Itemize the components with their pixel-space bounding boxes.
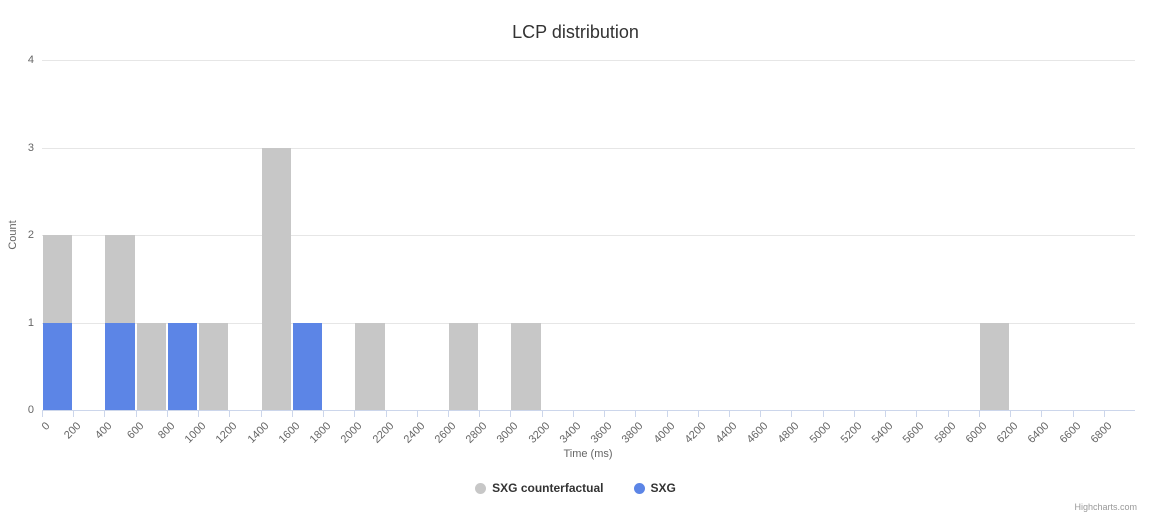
x-tick-mark	[479, 411, 481, 417]
x-tick-mark	[135, 411, 137, 417]
x-tick-mark	[323, 411, 325, 417]
x-tick-mark	[198, 411, 200, 417]
bar-sxg-counterfactual[interactable]	[355, 322, 385, 410]
x-tick-mark	[791, 411, 793, 417]
y-tick-label: 0	[27, 404, 34, 416]
highcharts-credits-link[interactable]: Highcharts.com	[1074, 502, 1137, 512]
x-tick-mark	[1103, 411, 1105, 417]
x-tick-mark	[666, 411, 668, 417]
x-tick-mark	[1010, 411, 1012, 417]
x-tick-mark	[604, 411, 606, 417]
x-tick-mark	[166, 411, 168, 417]
x-tick-mark	[1072, 411, 1074, 417]
x-tick-mark	[510, 411, 512, 417]
x-tick-mark	[104, 411, 106, 417]
bar-sxg-counterfactual[interactable]	[199, 322, 229, 410]
x-tick-mark	[260, 411, 262, 417]
x-tick-mark	[947, 411, 949, 417]
legend-label-sxg-counterfactual: SXG counterfactual	[492, 481, 604, 495]
x-tick-mark	[760, 411, 762, 417]
chart-title: LCP distribution	[512, 22, 639, 42]
y-tick-label: 2	[27, 229, 34, 241]
legend-marker-blue-icon	[633, 482, 645, 494]
y-tick-label: 4	[27, 54, 34, 66]
x-tick-mark	[916, 411, 918, 417]
x-tick-mark	[822, 411, 824, 417]
bar-sxg[interactable]	[105, 322, 135, 410]
x-tick-mark	[697, 411, 699, 417]
x-tick-mark	[1041, 411, 1043, 417]
x-tick-mark	[416, 411, 418, 417]
x-tick-mark	[447, 411, 449, 417]
legend: SXG counterfactual SXG	[0, 481, 1151, 495]
bar-sxg[interactable]	[167, 322, 198, 410]
bar-sxg-counterfactual[interactable]	[448, 322, 479, 410]
x-tick-mark	[291, 411, 293, 417]
x-axis-title: Time (ms)	[563, 448, 613, 460]
x-tick-mark	[885, 411, 887, 417]
bar-sxg-counterfactual[interactable]	[136, 322, 166, 410]
x-tick-mark	[729, 411, 731, 417]
bar-sxg-counterfactual[interactable]	[261, 147, 291, 410]
x-tick-mark	[385, 411, 387, 417]
y-gridline	[42, 322, 1135, 324]
bar-sxg-counterfactual[interactable]	[511, 322, 541, 410]
y-tick-label: 1	[27, 316, 34, 329]
x-tick-mark	[354, 411, 356, 417]
x-tick-mark	[42, 411, 43, 417]
x-tick-mark	[541, 411, 543, 417]
bar-sxg[interactable]	[292, 322, 323, 410]
bar-sxg-counterfactual[interactable]	[979, 322, 1010, 410]
x-tick-mark	[572, 411, 574, 417]
x-axis-line	[42, 410, 1135, 411]
y-gridline	[42, 147, 1135, 149]
x-tick-mark	[635, 411, 637, 417]
legend-item-sxg[interactable]: SXG	[633, 481, 676, 495]
legend-item-sxg-counterfactual[interactable]: SXG counterfactual	[475, 481, 604, 495]
legend-marker-gray-icon	[475, 482, 487, 494]
x-tick-mark	[229, 411, 231, 417]
x-tick-mark	[853, 411, 855, 417]
x-tick-mark	[73, 411, 75, 417]
legend-label-sxg: SXG	[650, 481, 676, 495]
y-gridline	[42, 60, 1135, 61]
y-tick-label: 3	[27, 141, 34, 154]
x-tick-mark	[978, 411, 980, 417]
bar-sxg[interactable]	[43, 322, 73, 410]
y-gridline	[42, 235, 1135, 236]
